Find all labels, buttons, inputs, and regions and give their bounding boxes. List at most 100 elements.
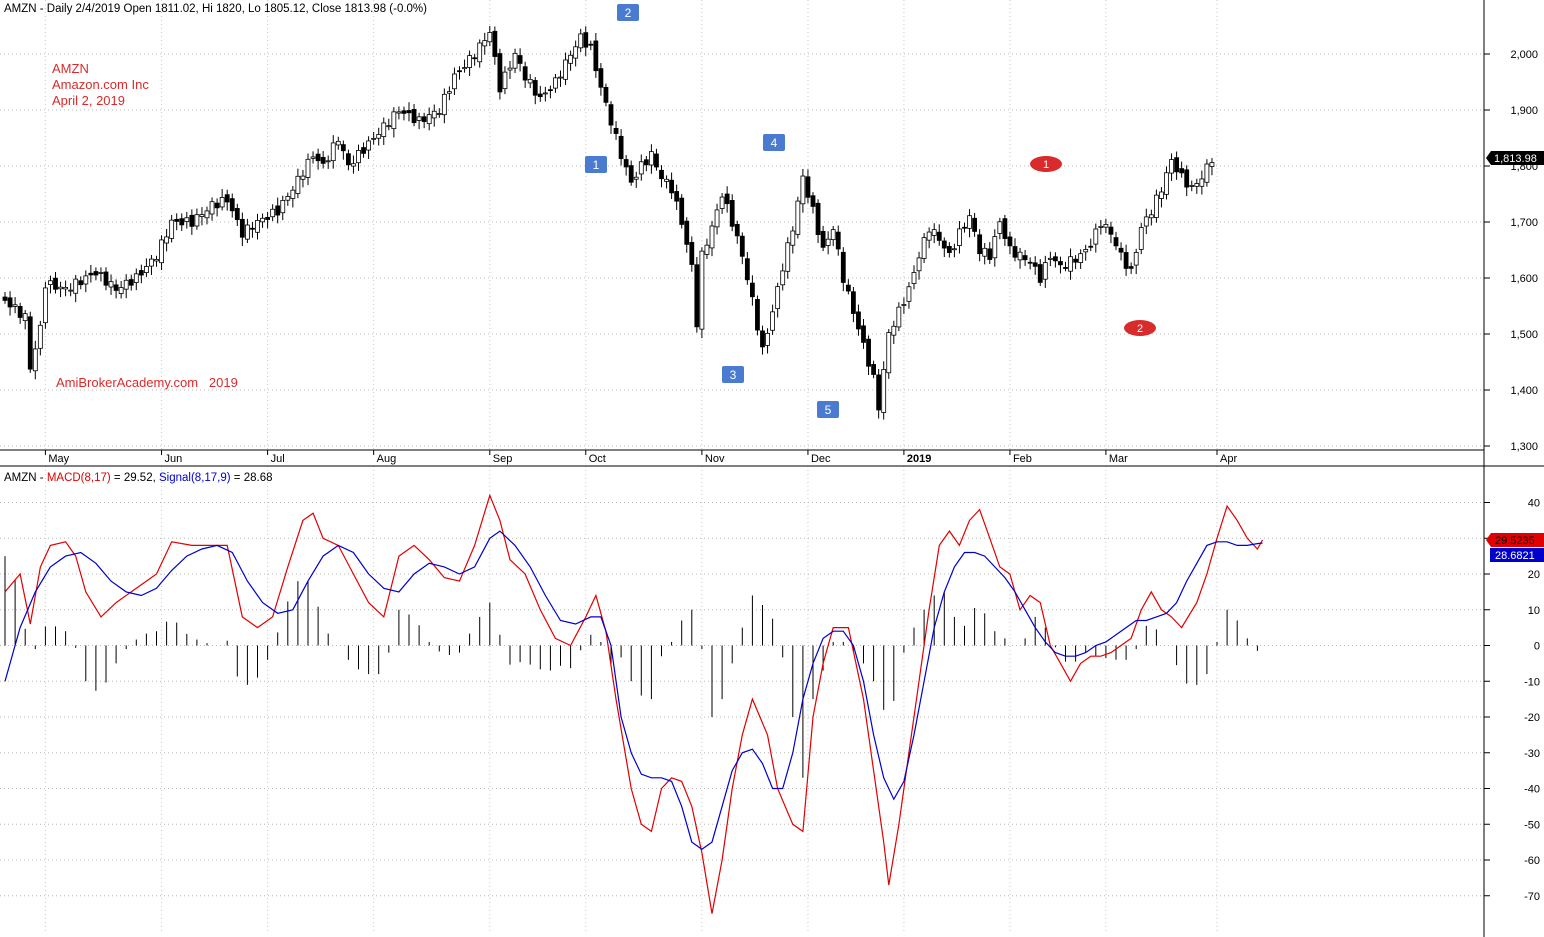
candle — [1209, 158, 1215, 176]
candle — [952, 243, 957, 258]
macd-tick-label: -50 — [1524, 819, 1540, 831]
candle — [32, 340, 38, 380]
candle — [654, 148, 659, 171]
candle — [760, 325, 765, 355]
candle — [1113, 231, 1119, 251]
candle — [1058, 256, 1063, 274]
candle — [825, 231, 831, 255]
candle — [108, 274, 114, 295]
candle — [1083, 244, 1089, 261]
candle — [1073, 255, 1078, 270]
candle — [305, 153, 311, 186]
candle — [1047, 251, 1053, 267]
macd-header-value: = 29.52, — [111, 472, 159, 484]
candle — [755, 295, 760, 336]
candle — [739, 232, 745, 265]
candle — [285, 192, 291, 206]
candle — [790, 226, 796, 254]
price-tick-label: 1,900 — [1510, 105, 1538, 117]
last-price-text: 1,813.98 — [1494, 153, 1537, 165]
candle — [674, 184, 680, 210]
candle — [457, 66, 462, 80]
candle — [1012, 238, 1018, 262]
candle — [219, 189, 225, 211]
candle — [861, 319, 866, 349]
candle — [724, 186, 730, 213]
candle — [1159, 187, 1164, 208]
candle — [58, 281, 63, 298]
candle — [871, 360, 876, 379]
candle — [1027, 257, 1033, 270]
candle — [83, 270, 89, 293]
candle — [128, 274, 134, 291]
candle — [22, 310, 28, 330]
candle — [229, 193, 235, 218]
candle — [891, 320, 897, 345]
candle — [224, 189, 230, 211]
macd-tick-label: 0 — [1534, 641, 1540, 653]
candle — [1068, 248, 1073, 280]
candle — [921, 233, 927, 264]
candle — [931, 223, 937, 244]
candle — [628, 160, 634, 186]
macd-header-prefix: AMZN - — [4, 472, 47, 484]
candle — [1118, 242, 1124, 261]
candle — [335, 136, 341, 150]
candle — [452, 67, 457, 96]
candle — [1037, 259, 1043, 287]
candle — [436, 108, 442, 118]
candle — [785, 237, 791, 279]
wave-label-blue-2-text: 2 — [625, 6, 632, 20]
candle — [1078, 249, 1084, 269]
candle — [184, 211, 190, 229]
macd-header-name: MACD(8,17) — [47, 472, 111, 484]
macd-tick-label: -30 — [1524, 748, 1540, 760]
candle — [573, 40, 579, 67]
wave-label-blue-3-text: 3 — [730, 368, 737, 382]
candle — [598, 63, 604, 96]
candle — [588, 40, 594, 51]
macd-tick-label: -70 — [1524, 891, 1540, 903]
candle — [512, 48, 518, 73]
candle — [1133, 248, 1139, 275]
wave-label-red-2-text: 2 — [1137, 323, 1143, 335]
candle — [734, 220, 740, 244]
candle — [103, 267, 109, 291]
candle — [93, 267, 99, 281]
candle — [926, 227, 932, 249]
candle — [1022, 249, 1028, 266]
candle — [593, 32, 599, 78]
candle — [315, 148, 321, 170]
macd-tick-label: 40 — [1528, 498, 1540, 510]
candle — [633, 171, 639, 188]
candle — [765, 328, 770, 354]
candle — [138, 264, 144, 284]
candle — [840, 247, 846, 292]
candle — [477, 39, 483, 68]
candle — [856, 304, 861, 336]
candle — [441, 88, 447, 124]
candle — [169, 214, 175, 243]
candle — [815, 199, 821, 244]
candle — [48, 275, 53, 294]
candle — [1164, 166, 1169, 200]
candle — [88, 264, 94, 283]
candle — [1098, 219, 1104, 235]
candle — [623, 155, 629, 176]
candle — [396, 106, 402, 120]
candle — [351, 155, 356, 174]
candle — [548, 85, 553, 99]
candle — [643, 156, 649, 172]
candle — [1007, 231, 1013, 255]
month-tick-label: Jul — [271, 453, 285, 465]
candle — [431, 104, 437, 127]
candle — [118, 280, 124, 299]
candle — [310, 151, 316, 164]
candle — [426, 107, 432, 131]
wave-label-blue-5: 5 — [817, 401, 839, 418]
candle — [770, 304, 775, 335]
candle — [911, 265, 917, 290]
candle — [1032, 256, 1038, 275]
month-axis: May Jun Jul Aug Sep Oct Nov Dec 2019 Feb Mar Apr — [44, 450, 1237, 465]
